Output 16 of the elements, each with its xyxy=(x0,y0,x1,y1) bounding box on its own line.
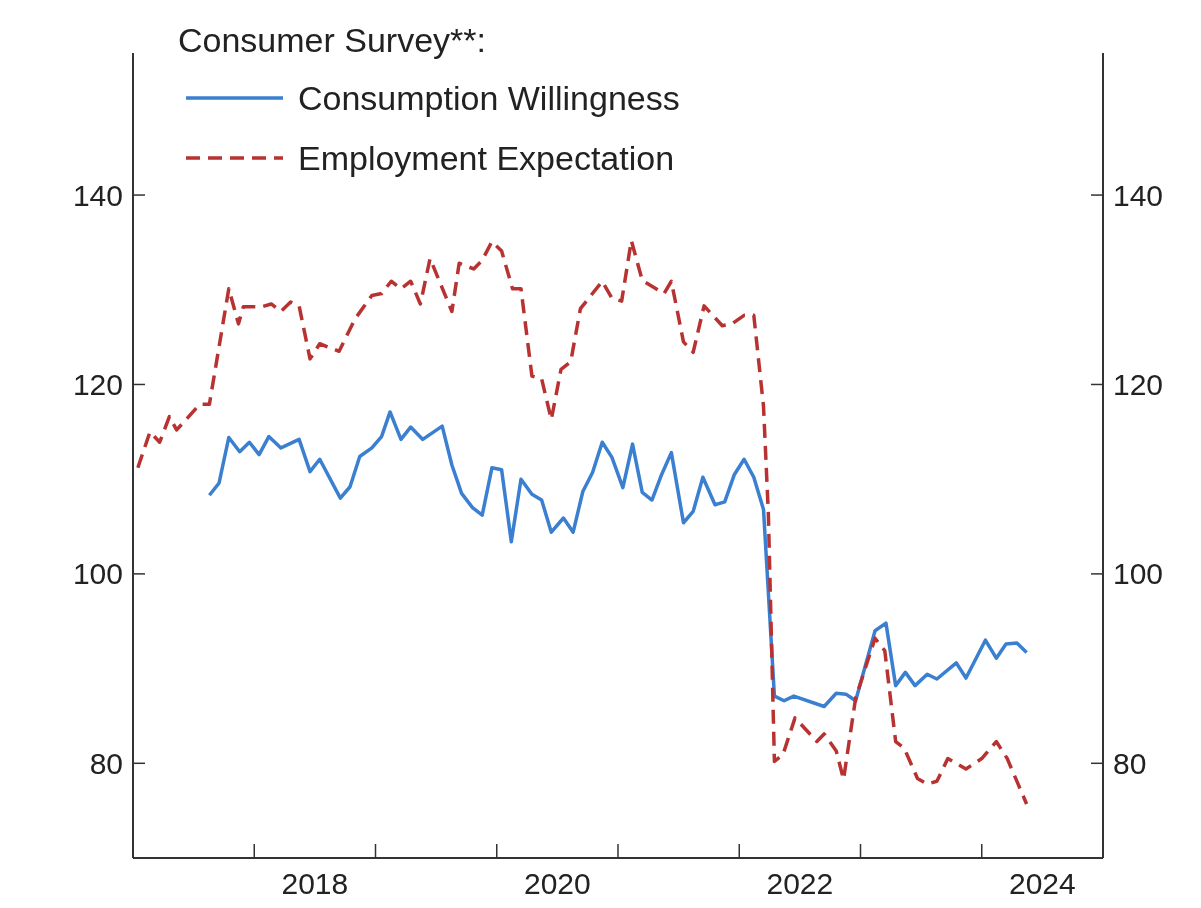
y-tick-label: 100 xyxy=(72,557,123,591)
legend-label: Employment Expectation xyxy=(298,139,675,177)
y2-tick-label: 140 xyxy=(1113,178,1164,212)
legend-title: Consumer Survey**: xyxy=(178,21,487,59)
x-tick-label: 2020 xyxy=(524,867,591,900)
x-tick-label: 2018 xyxy=(281,867,349,900)
y2-tick-label: 120 xyxy=(1113,367,1164,401)
y2-tick-label: 80 xyxy=(1113,746,1147,780)
legend-label: Consumption Willingness xyxy=(298,79,680,117)
x-tick-label: 2022 xyxy=(766,867,834,900)
x-tick-label: 2024 xyxy=(1009,867,1076,900)
line-series xyxy=(207,410,1029,709)
y-tick-label: 120 xyxy=(72,367,123,401)
y-tick-label: 140 xyxy=(72,178,123,212)
y2-tick-label: 100 xyxy=(1113,557,1164,591)
y-tick-label: 80 xyxy=(89,746,123,780)
